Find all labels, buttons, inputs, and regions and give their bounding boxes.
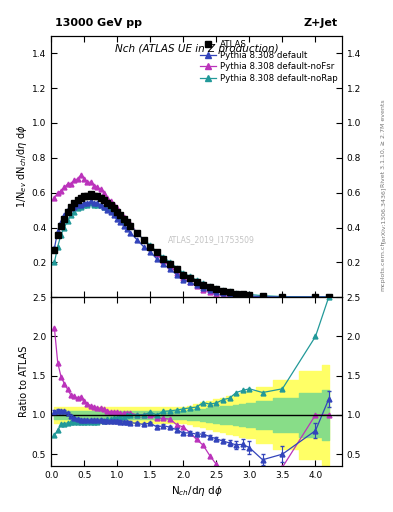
Y-axis label: Ratio to ATLAS: Ratio to ATLAS [19,346,29,417]
Legend: ATLAS, Pythia 8.308 default, Pythia 8.308 default-noFsr, Pythia 8.308 default-no: ATLAS, Pythia 8.308 default, Pythia 8.30… [200,40,338,82]
Y-axis label: 1/N$_{ev}$ dN$_{ch}$/d$\eta$ d$\phi$: 1/N$_{ev}$ dN$_{ch}$/d$\eta$ d$\phi$ [15,125,29,208]
Text: Z+Jet: Z+Jet [304,18,338,28]
Text: 13000 GeV pp: 13000 GeV pp [55,18,142,28]
Text: Rivet 3.1.10, ≥ 2.7M events: Rivet 3.1.10, ≥ 2.7M events [381,99,386,187]
Text: mcplots.cern.ch: mcplots.cern.ch [381,241,386,291]
Text: Nch (ATLAS UE in Z production): Nch (ATLAS UE in Z production) [115,44,278,54]
Text: ATLAS_2019_I1753509: ATLAS_2019_I1753509 [167,235,255,244]
X-axis label: N$_{ch}$/d$\eta$ d$\phi$: N$_{ch}$/d$\eta$ d$\phi$ [171,484,222,498]
Text: [arXiv:1306.3436]: [arXiv:1306.3436] [381,187,386,243]
